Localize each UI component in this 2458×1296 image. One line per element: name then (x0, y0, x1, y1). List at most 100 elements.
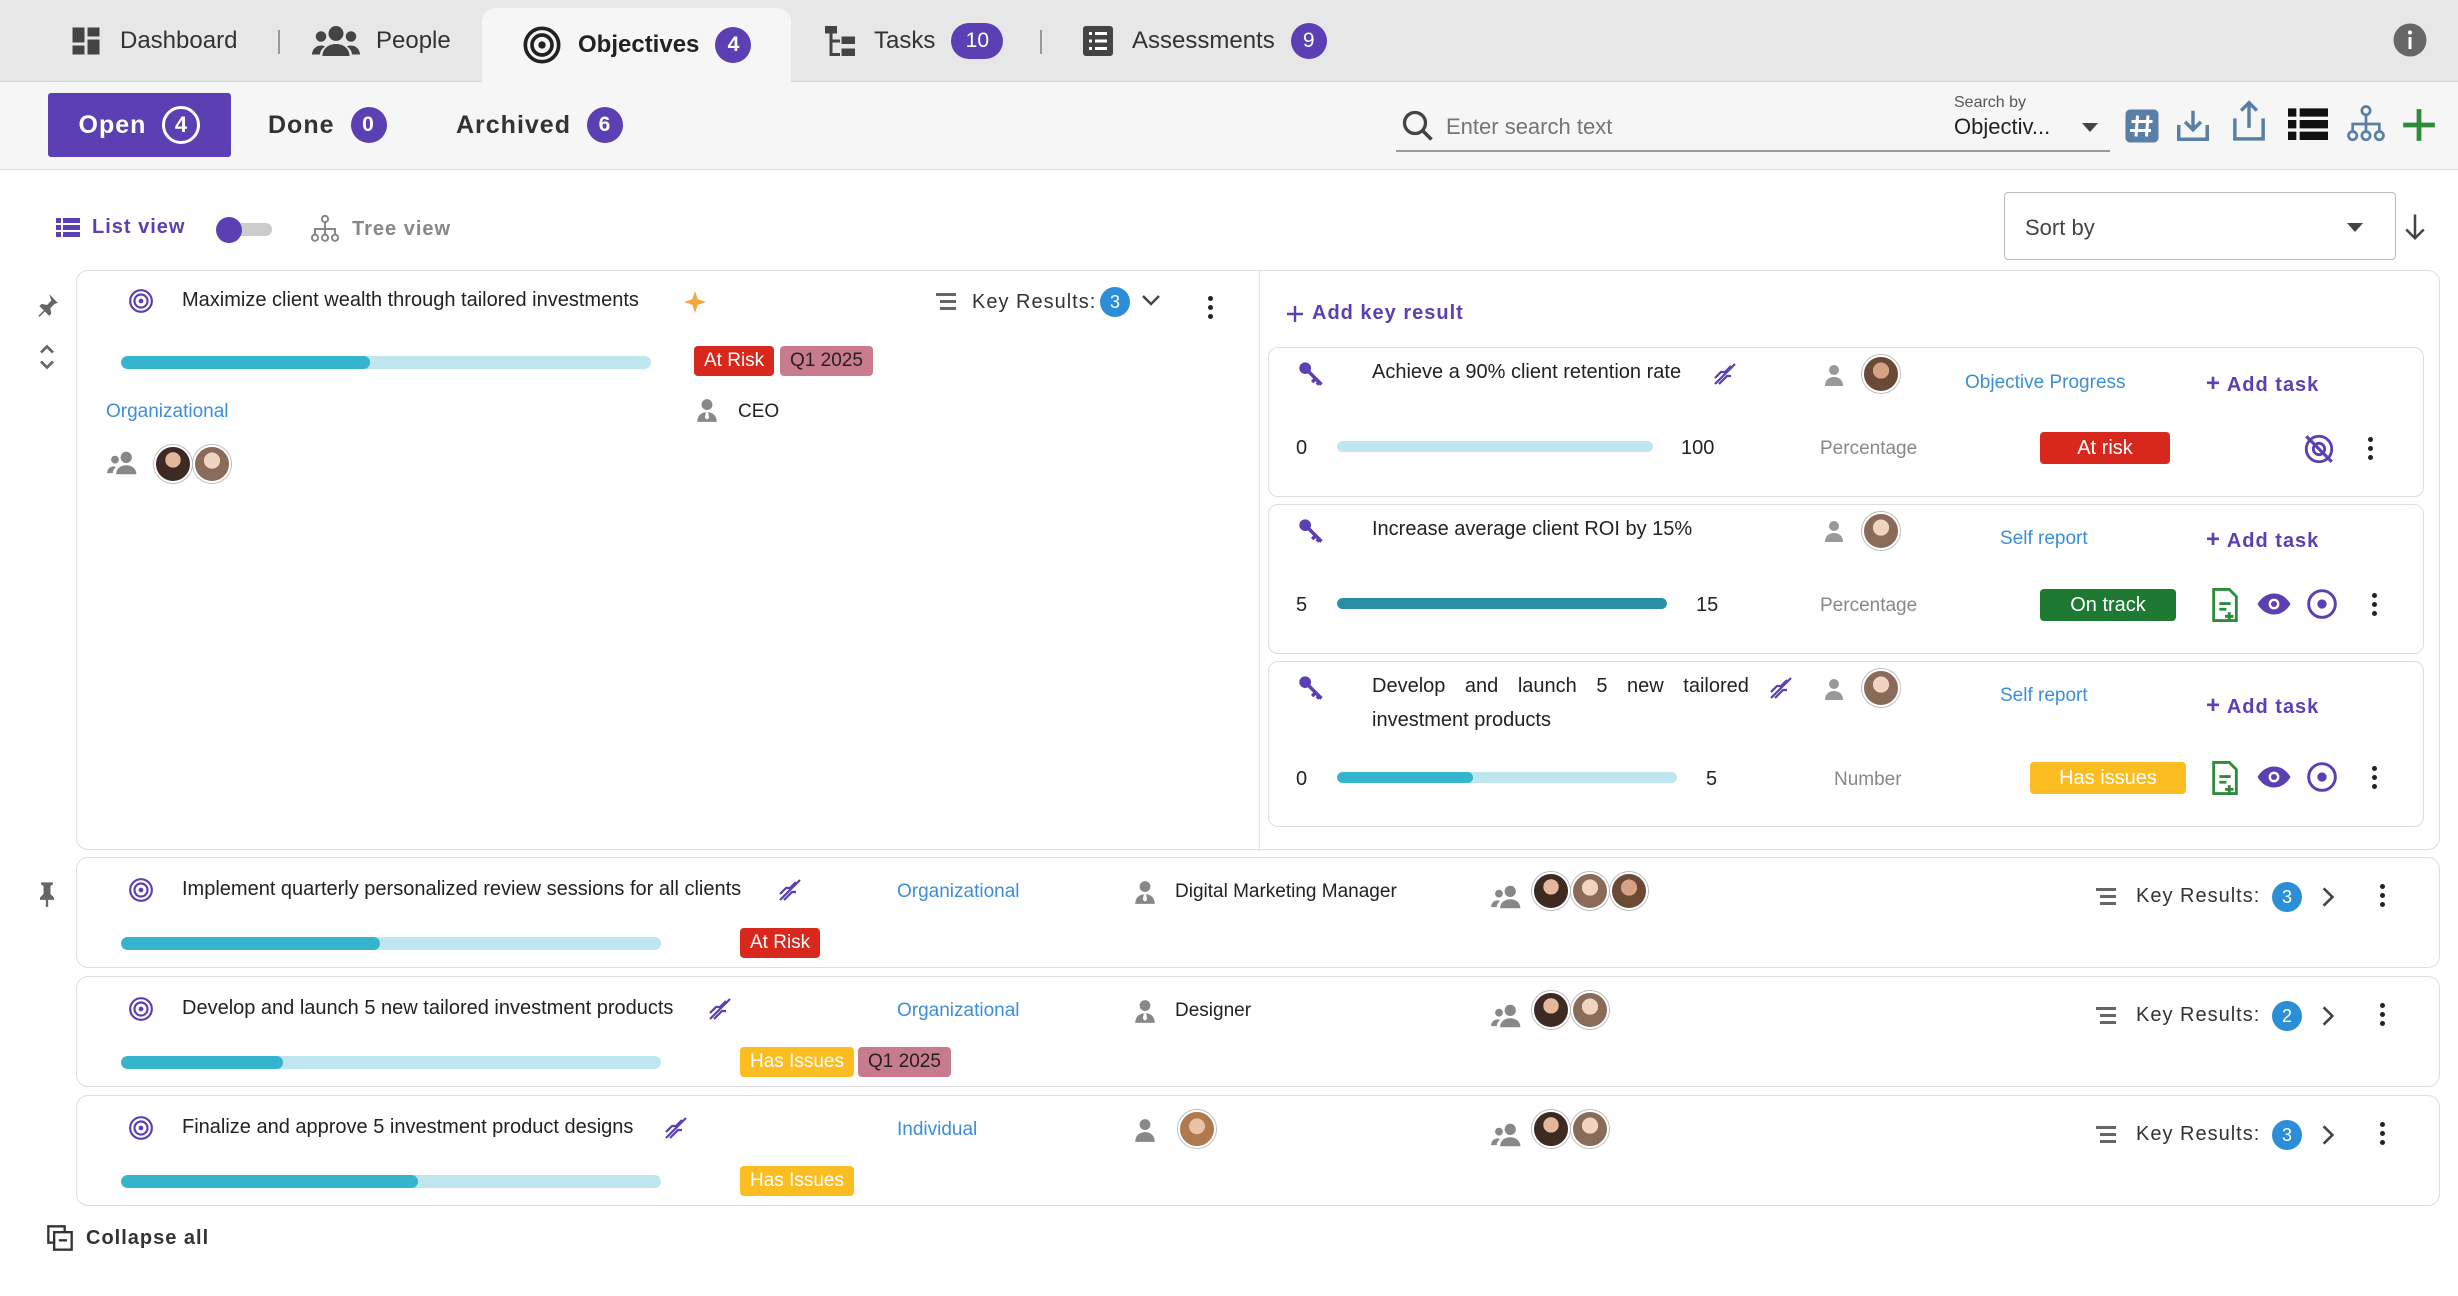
add-task-button[interactable]: + Add task (2206, 692, 2320, 719)
key-result-title[interactable]: Achieve a 90% client retention rate (1372, 361, 1682, 383)
key-result-title[interactable]: Increase average client ROI by 15% (1372, 518, 1693, 540)
objective-card[interactable] (76, 1095, 2440, 1206)
avatar[interactable] (1532, 872, 1570, 910)
kr-end-value: 100 (1681, 437, 1715, 459)
avatar[interactable] (1571, 991, 1609, 1029)
search-by-select[interactable]: Objectiv... (1954, 114, 2102, 140)
objective-type[interactable]: Organizational (897, 881, 1020, 902)
trend-icon (1714, 363, 1736, 385)
chevron-right-icon[interactable] (2320, 885, 2336, 909)
key-result-card (1268, 504, 2424, 654)
objective-title[interactable]: Implement quarterly personalized review … (182, 878, 742, 900)
chevron-right-icon[interactable] (2320, 1123, 2336, 1147)
divider (1259, 271, 1260, 851)
objective-title[interactable]: Maximize client wealth through tailored … (182, 289, 639, 311)
objective-card[interactable] (76, 857, 2440, 968)
tab-tasks[interactable]: Tasks 10 (822, 0, 1004, 82)
report-type[interactable]: Self report (2000, 528, 2088, 549)
more-options-icon[interactable] (2372, 593, 2377, 616)
sort-by-select[interactable]: Sort by (2004, 192, 2396, 260)
info-icon[interactable] (2392, 22, 2428, 58)
hierarchy-icon[interactable] (2346, 104, 2386, 144)
objective-owner: Designer (1175, 1000, 1252, 1021)
target-icon (129, 1116, 153, 1140)
avatar[interactable] (1532, 1110, 1570, 1148)
more-options-icon[interactable] (2372, 766, 2377, 789)
share-icon[interactable] (2230, 98, 2268, 142)
objective-type[interactable]: Individual (897, 1119, 978, 1140)
archived-count-badge: 6 (586, 107, 623, 143)
kr-status-badge[interactable]: Has issues (2030, 762, 2186, 794)
avatar[interactable] (154, 445, 192, 483)
list-view-toggle[interactable]: List view (56, 216, 185, 239)
download-icon[interactable] (2174, 106, 2212, 144)
more-options-icon[interactable] (2380, 1122, 2385, 1145)
report-type[interactable]: Self report (2000, 685, 2088, 706)
add-task-button[interactable]: + Add task (2206, 370, 2320, 397)
list-view-label: List view (92, 216, 186, 238)
eye-icon[interactable] (2256, 590, 2292, 618)
sort-direction-icon[interactable] (2402, 212, 2428, 242)
tree-view-toggle[interactable]: Tree view (310, 214, 451, 244)
hashtag-icon[interactable] (2124, 108, 2160, 144)
kr-end-value: 5 (1706, 768, 1718, 790)
avatar[interactable] (1532, 991, 1570, 1029)
avatar[interactable] (1862, 669, 1900, 707)
add-note-icon[interactable] (2210, 588, 2240, 622)
tab-people[interactable]: People (312, 0, 451, 82)
list-view-icon[interactable] (2288, 108, 2328, 142)
key-results-label: Key Results: (2136, 1004, 2261, 1026)
no-target-icon[interactable] (2302, 432, 2336, 466)
more-options-icon[interactable] (2380, 1003, 2385, 1026)
avatar[interactable] (1610, 872, 1648, 910)
chevron-right-icon[interactable] (2320, 1004, 2336, 1028)
target-icon[interactable] (2306, 588, 2338, 620)
pin-icon[interactable] (36, 880, 58, 908)
add-note-icon[interactable] (2210, 761, 2240, 795)
avatar[interactable] (1571, 1110, 1609, 1148)
trend-icon (779, 879, 801, 901)
more-options-icon[interactable] (2368, 437, 2373, 460)
kr-start-value: 5 (1296, 594, 1308, 616)
avatar[interactable] (1862, 512, 1900, 550)
key-result-title[interactable]: Develop and launch 5 new tailored (1372, 675, 1749, 697)
status-tab-done[interactable]: Done 0 (268, 107, 387, 143)
person-icon (1135, 1119, 1155, 1142)
avatar[interactable] (1862, 355, 1900, 393)
objective-type[interactable]: Organizational (106, 401, 229, 422)
kr-status-badge[interactable]: On track (2040, 589, 2176, 621)
more-options-icon[interactable] (2380, 884, 2385, 907)
avatar[interactable] (1571, 872, 1609, 910)
objective-title[interactable]: Finalize and approve 5 investment produc… (182, 1116, 634, 1138)
tab-objectives-label: Objectives (578, 31, 700, 58)
trend-icon (665, 1117, 687, 1139)
more-options-icon[interactable] (1208, 296, 1213, 319)
search-input[interactable] (1446, 112, 1886, 142)
kr-status-badge[interactable]: At risk (2040, 432, 2170, 464)
tab-dashboard[interactable]: Dashboard (68, 0, 237, 82)
status-tab-archived[interactable]: Archived 6 (456, 107, 623, 143)
expand-collapse-icon[interactable] (38, 342, 56, 372)
add-key-result-button[interactable]: Add key result (1286, 302, 1464, 325)
team-icon (107, 451, 137, 475)
report-type[interactable]: Objective Progress (1965, 372, 2126, 393)
status-tab-open[interactable]: Open 4 (48, 93, 231, 157)
objective-title[interactable]: Develop and launch 5 new tailored invest… (182, 997, 674, 1019)
objective-type[interactable]: Organizational (897, 1000, 1020, 1021)
avatar[interactable] (193, 445, 231, 483)
owner-avatar[interactable] (1178, 1110, 1216, 1148)
eye-icon[interactable] (2256, 763, 2292, 791)
chevron-down-icon[interactable] (1140, 292, 1162, 308)
key-results-count: 2 (2272, 1001, 2302, 1031)
view-switch[interactable] (216, 217, 274, 243)
collapse-all-button[interactable]: Collapse all (46, 1224, 209, 1252)
tab-assessments[interactable]: Assessments 9 (1080, 0, 1327, 82)
key-results-icon (2096, 1007, 2116, 1024)
tab-objectives[interactable]: Objectives 4 (482, 8, 792, 82)
target-icon[interactable] (2306, 761, 2338, 793)
add-icon[interactable] (2400, 106, 2438, 144)
pin-icon[interactable] (34, 292, 60, 318)
add-task-button[interactable]: + Add task (2206, 526, 2320, 553)
add-key-result-label: Add key result (1312, 302, 1464, 324)
objective-card[interactable] (76, 976, 2440, 1087)
